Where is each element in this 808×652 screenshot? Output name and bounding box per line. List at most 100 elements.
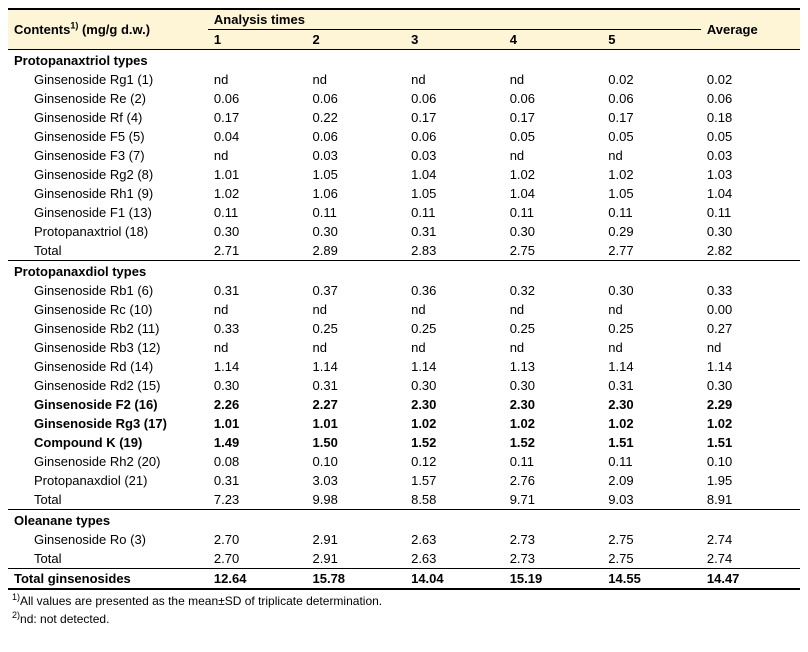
cell-value: 0.31 [208,281,307,300]
cell-value: 3.03 [307,471,406,490]
cell-value: nd [504,146,603,165]
table-row: Ginsenoside Rb3 (12)ndndndndndnd [8,338,800,357]
cell-value: 1.04 [701,184,800,203]
cell-value: 0.29 [602,222,701,241]
cell-value: 1.02 [504,165,603,184]
cell-value: 2.73 [504,549,603,569]
cell-value: 0.25 [405,319,504,338]
cell-value: nd [208,70,307,89]
cell-value: 8.58 [405,490,504,510]
cell-value: 0.11 [504,203,603,222]
table-row: Ginsenoside Rc (10)ndndndndnd0.00 [8,300,800,319]
cell-value: 0.11 [602,452,701,471]
cell-value: 0.37 [307,281,406,300]
cell-value: 1.51 [602,433,701,452]
row-label: Ginsenoside Rc (10) [8,300,208,319]
cell-value: 0.17 [405,108,504,127]
cell-value: 0.25 [602,319,701,338]
cell-value: 2.82 [701,241,800,261]
row-label: Ginsenoside Ro (3) [8,530,208,549]
table-row: Protopanaxtriol (18)0.300.300.310.300.29… [8,222,800,241]
cell-value: nd [405,70,504,89]
table-row: Ginsenoside Rb1 (6)0.310.370.360.320.300… [8,281,800,300]
contents-label: Contents [14,22,70,37]
cell-value: 0.11 [602,203,701,222]
cell-value: 2.27 [307,395,406,414]
cell-value: 0.31 [602,376,701,395]
cell-value: nd [504,300,603,319]
cell-value: 1.01 [208,165,307,184]
cell-value: 0.05 [504,127,603,146]
row-label: Ginsenoside Rh2 (20) [8,452,208,471]
cell-value: 0.04 [208,127,307,146]
cell-value: nd [405,300,504,319]
cell-value: 2.71 [208,241,307,261]
group-title: Protopanaxdiol types [8,261,800,282]
cell-value: 14.55 [602,569,701,590]
cell-value: 0.31 [307,376,406,395]
cell-value: 1.52 [504,433,603,452]
cell-value: 0.00 [701,300,800,319]
cell-value: 0.30 [701,222,800,241]
cell-value: nd [701,338,800,357]
cell-value: 0.05 [701,127,800,146]
table-row: Ginsenoside F1 (13)0.110.110.110.110.110… [8,203,800,222]
cell-value: 1.14 [208,357,307,376]
cell-value: 0.33 [208,319,307,338]
cell-value: 0.11 [504,452,603,471]
cell-value: 0.11 [307,203,406,222]
cell-value: 1.57 [405,471,504,490]
row-label: Ginsenoside Rg3 (17) [8,414,208,433]
row-label: Ginsenoside Re (2) [8,89,208,108]
cell-value: nd [602,338,701,357]
row-label: Ginsenoside F5 (5) [8,127,208,146]
footnote-text: nd: not detected. [20,612,109,626]
cell-value: 0.02 [701,70,800,89]
cell-value: 0.30 [504,222,603,241]
cell-value: 0.06 [307,127,406,146]
cell-value: 2.09 [602,471,701,490]
cell-value: 0.33 [701,281,800,300]
cell-value: 1.02 [405,414,504,433]
cell-value: 2.30 [602,395,701,414]
col-header-2: 2 [307,30,406,50]
table-row: Ginsenoside Rg1 (1)ndndndnd0.020.02 [8,70,800,89]
cell-value: 1.14 [602,357,701,376]
cell-value: 14.04 [405,569,504,590]
row-label: Ginsenoside Rh1 (9) [8,184,208,203]
cell-value: 2.73 [504,530,603,549]
cell-value: 0.06 [701,89,800,108]
cell-value: 1.02 [602,414,701,433]
cell-value: 1.05 [405,184,504,203]
cell-value: 2.29 [701,395,800,414]
cell-value: 1.14 [701,357,800,376]
cell-value: 0.11 [208,203,307,222]
row-label: Total [8,490,208,510]
col-header-1: 1 [208,30,307,50]
cell-value: 0.10 [307,452,406,471]
cell-value: 2.30 [504,395,603,414]
cell-value: 0.31 [208,471,307,490]
cell-value: 0.25 [307,319,406,338]
cell-value: 1.49 [208,433,307,452]
cell-value: 0.30 [701,376,800,395]
cell-value: 0.30 [602,281,701,300]
table-row: Total7.239.988.589.719.038.91 [8,490,800,510]
row-label: Ginsenoside F3 (7) [8,146,208,165]
col-header-average: Average [701,9,800,50]
cell-value: 0.06 [405,127,504,146]
row-label: Protopanaxdiol (21) [8,471,208,490]
cell-value: 1.05 [602,184,701,203]
cell-value: 1.03 [701,165,800,184]
cell-value: 2.77 [602,241,701,261]
cell-value: 0.18 [701,108,800,127]
cell-value: 8.91 [701,490,800,510]
cell-value: nd [504,338,603,357]
cell-value: 0.06 [602,89,701,108]
col-header-3: 3 [405,30,504,50]
row-label: Ginsenoside Rg1 (1) [8,70,208,89]
row-label: Ginsenoside F1 (13) [8,203,208,222]
cell-value: 2.70 [208,549,307,569]
table-row: Ginsenoside Rd2 (15)0.300.310.300.300.31… [8,376,800,395]
cell-value: 0.05 [602,127,701,146]
